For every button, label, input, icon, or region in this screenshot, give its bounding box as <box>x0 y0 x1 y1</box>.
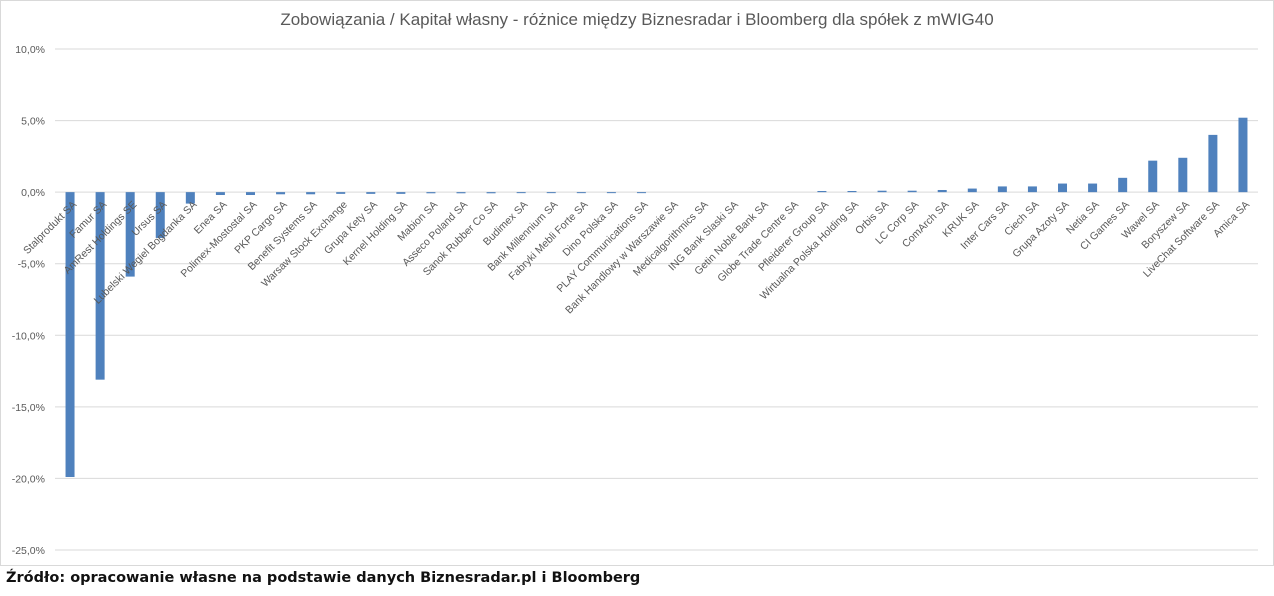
bar <box>1148 160 1158 193</box>
bar <box>606 192 616 194</box>
bar <box>967 188 977 193</box>
bar <box>1178 157 1188 193</box>
bar <box>456 192 466 194</box>
bar <box>155 192 165 238</box>
bars <box>65 117 1248 477</box>
y-tick-label: 5,0% <box>21 116 45 128</box>
bar <box>1088 183 1098 193</box>
bar <box>877 190 887 193</box>
source-note: Źródło: opracowanie własne na podstawie … <box>6 570 641 586</box>
bar <box>937 189 947 193</box>
y-tick-label: -15,0% <box>12 402 45 414</box>
bar <box>426 192 436 194</box>
bar <box>636 192 646 194</box>
bar <box>215 192 225 196</box>
y-axis-tick-labels: 10,0% 5,0% 0,0% -5,0% -10,0% -15,0% -20,0% -25,… <box>12 44 45 557</box>
bar <box>366 192 376 194</box>
bar <box>276 192 286 195</box>
bar <box>997 186 1007 193</box>
bar <box>817 190 827 193</box>
bar <box>907 190 917 193</box>
y-tick-label: -10,0% <box>12 330 45 342</box>
bar <box>396 192 406 194</box>
bar <box>847 190 857 193</box>
category-label: Grupa Azoty SA <box>1010 199 1071 260</box>
bar <box>95 192 105 380</box>
y-tick-label: -20,0% <box>12 473 45 485</box>
bar <box>245 192 255 196</box>
bar <box>1208 134 1218 193</box>
bar <box>125 192 135 277</box>
gridlines <box>55 48 1258 551</box>
chart-area <box>0 0 1274 566</box>
y-tick-label: -5,0% <box>18 259 45 271</box>
bar <box>1058 183 1068 193</box>
chart-title: Zobowiązania / Kapitał własny - różnice … <box>280 10 994 29</box>
category-label: PKP Cargo SA <box>232 199 289 256</box>
bar <box>546 192 556 194</box>
bar <box>336 192 346 194</box>
bar <box>516 192 526 194</box>
bar <box>1118 177 1128 193</box>
bar-chart: 10,0% 5,0% 0,0% -5,0% -10,0% -15,0% -20,0% -25,… <box>12 44 1258 557</box>
bar <box>1027 186 1037 193</box>
bar <box>1238 117 1248 193</box>
y-tick-label: -25,0% <box>12 545 45 557</box>
bar <box>306 192 316 195</box>
y-tick-label: 10,0% <box>15 44 45 56</box>
bar <box>576 192 586 194</box>
bar <box>486 192 496 194</box>
bar <box>65 192 75 477</box>
bar <box>185 192 195 204</box>
y-tick-label: 0,0% <box>21 187 45 199</box>
